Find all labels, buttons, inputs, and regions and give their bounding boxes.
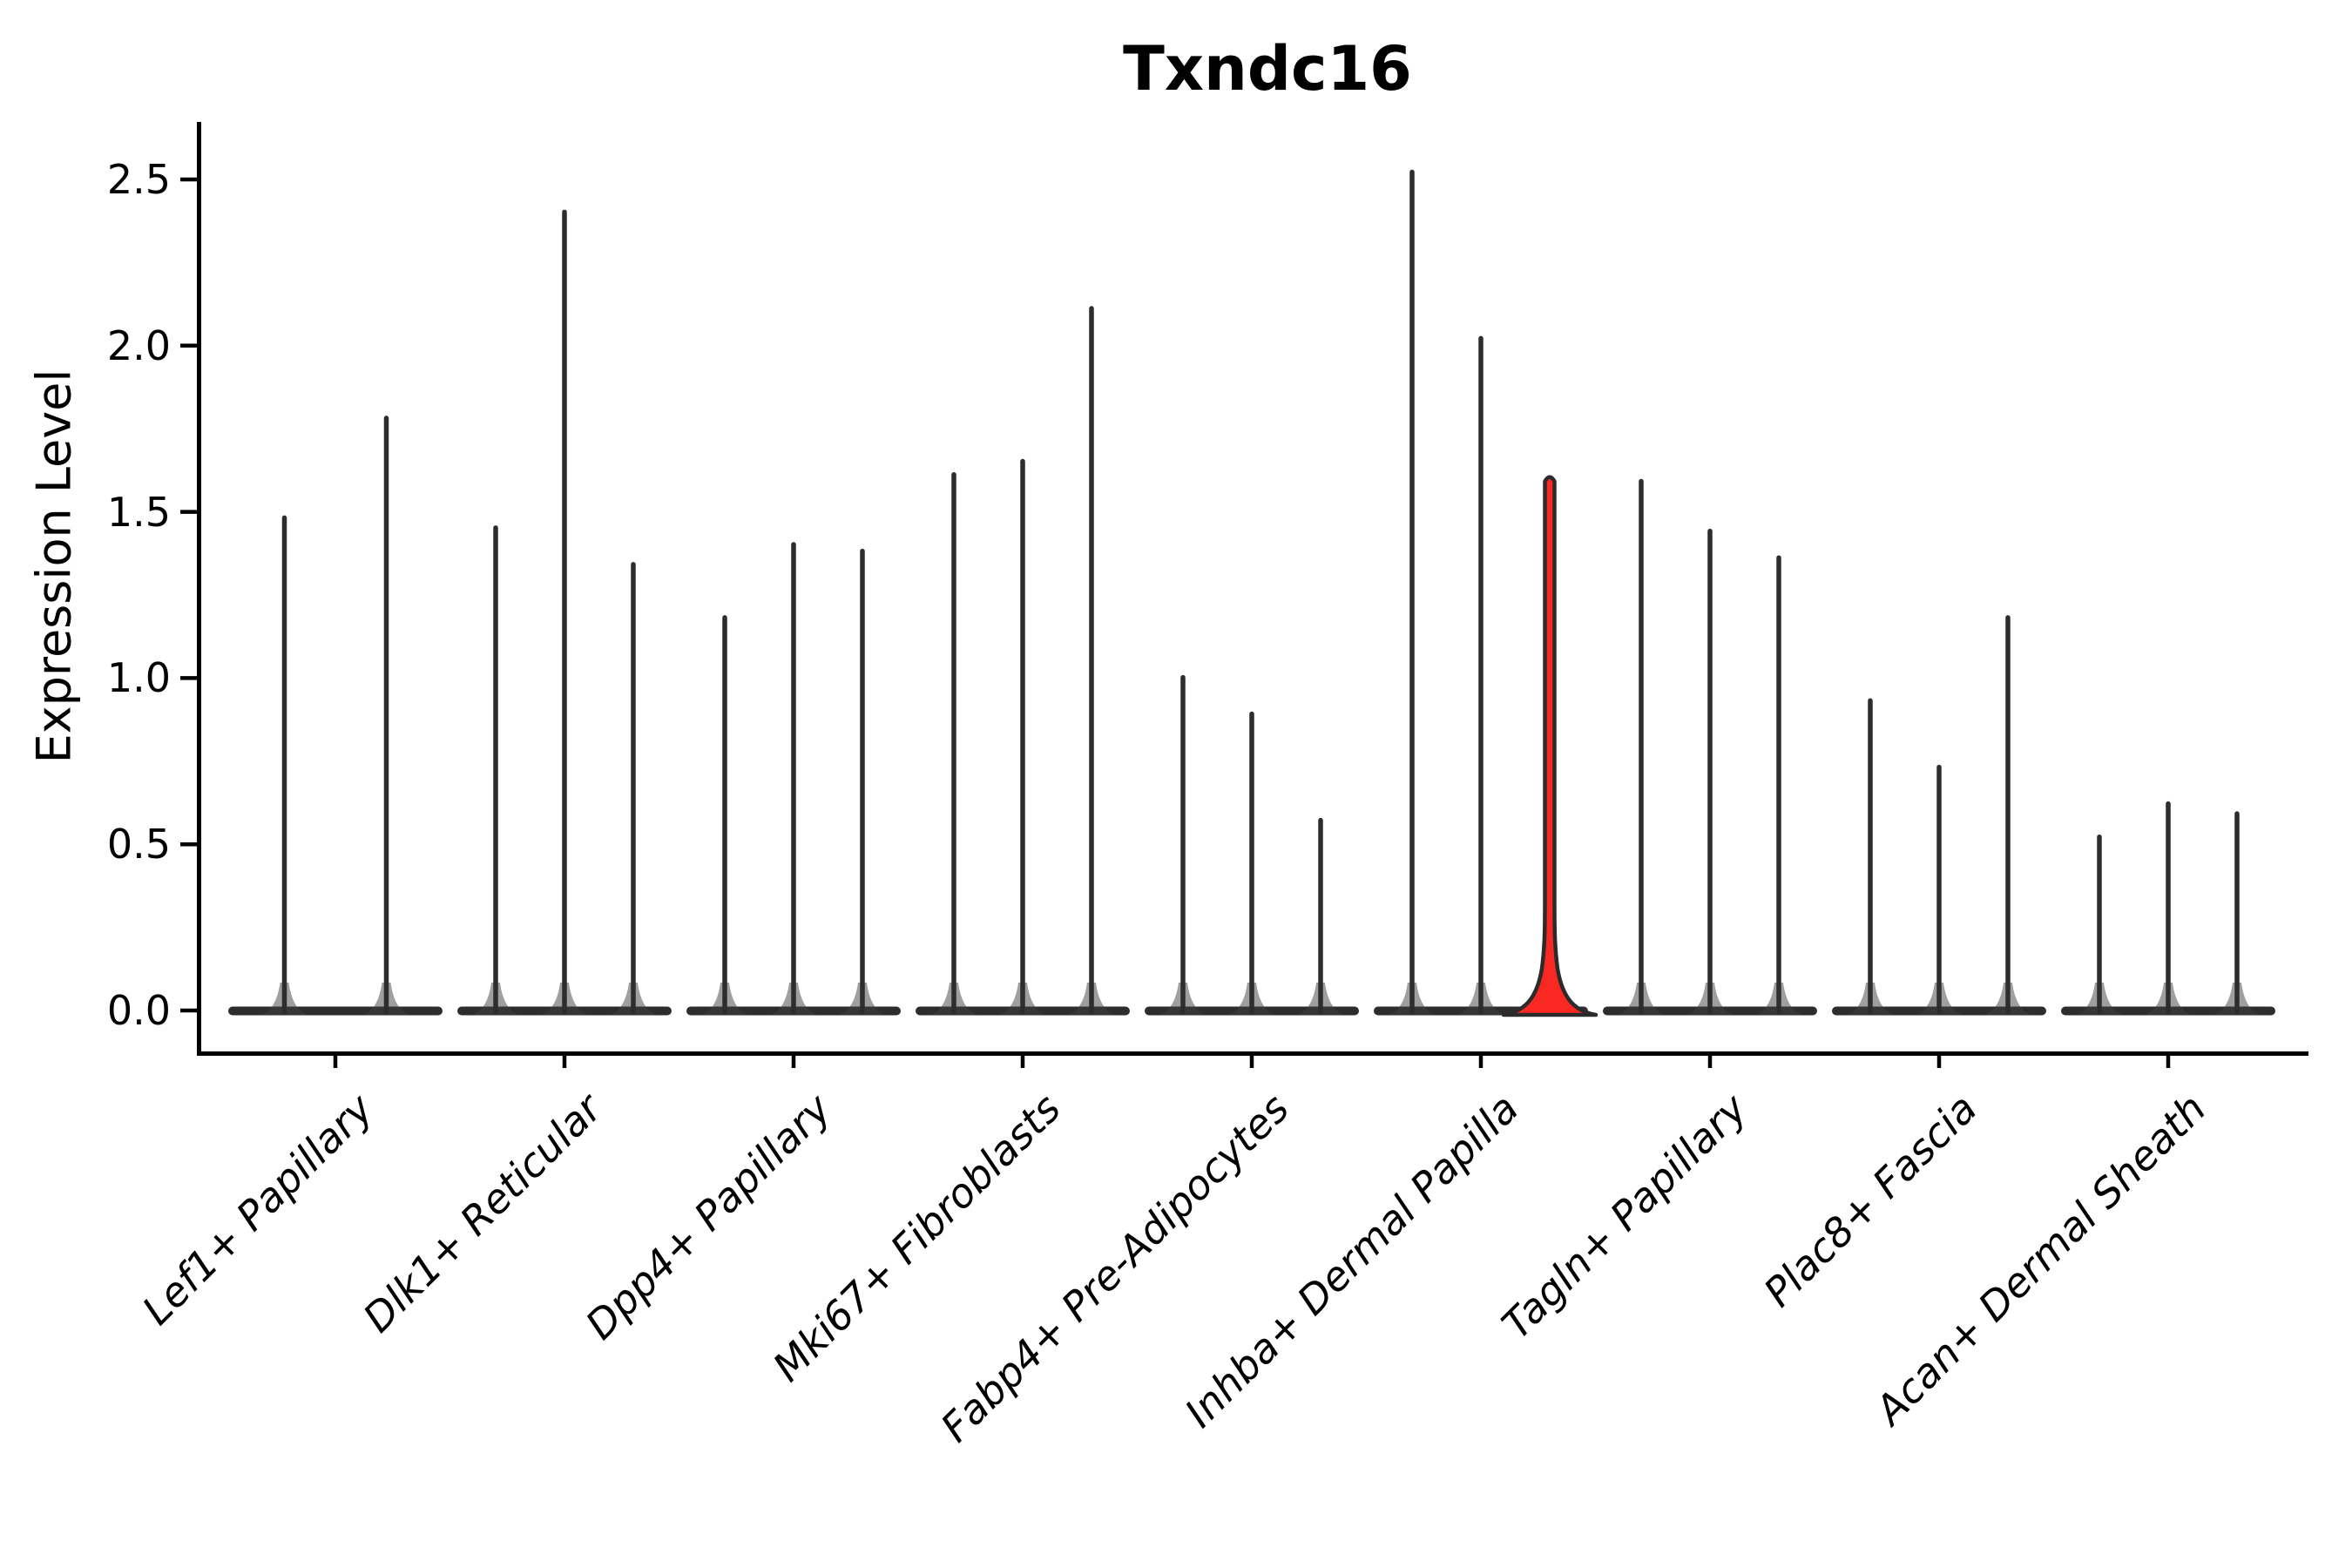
y-axis-label: Expression Level xyxy=(26,368,82,764)
violin-base-strip xyxy=(228,1006,443,1016)
chart-title: Txndc16 xyxy=(1123,33,1412,105)
y-tick-label: 0.5 xyxy=(106,821,171,868)
y-tick-label: 2.0 xyxy=(106,321,171,369)
y-tick-label: 1.0 xyxy=(106,654,171,702)
y-tick-label: 2.5 xyxy=(106,156,171,203)
y-tick-label: 0.0 xyxy=(106,987,171,1034)
violin-highlighted xyxy=(1501,475,1598,1017)
y-tick-label: 1.5 xyxy=(106,488,171,536)
